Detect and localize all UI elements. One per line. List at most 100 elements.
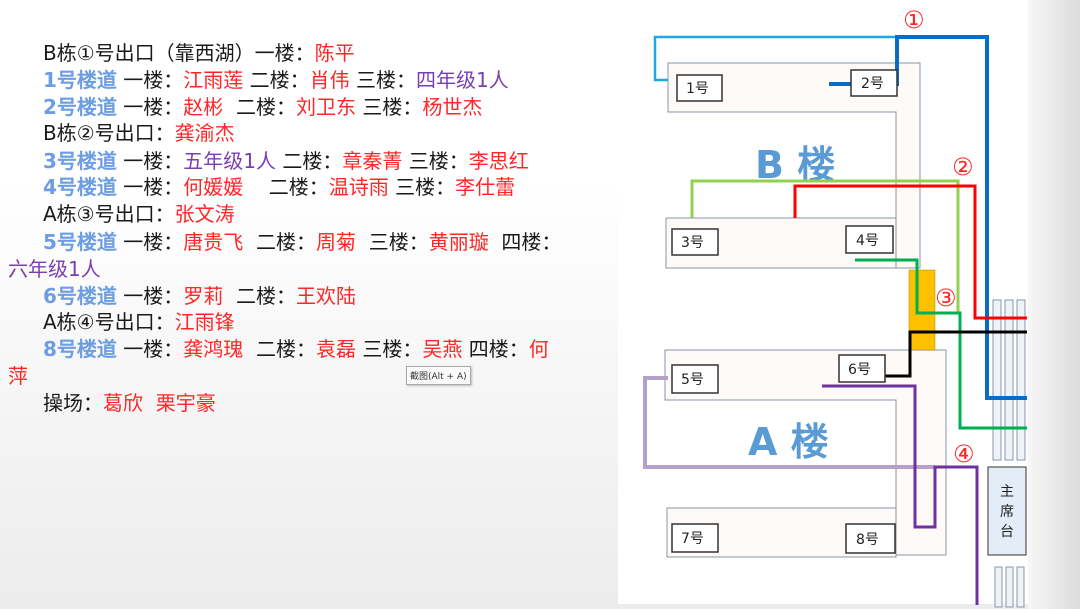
stair-2-label: 2号 xyxy=(861,76,884,92)
stair-boxes: 1号 2号 3号 4号 5号 6号 7号 8号 xyxy=(671,69,898,554)
exit-3-marker: ③ xyxy=(935,284,957,312)
text-segment: 葛欣 xyxy=(103,391,143,415)
slide-edge xyxy=(1028,0,1080,609)
stair-3-label: 3号 xyxy=(681,235,704,251)
text-segment: 三楼： xyxy=(388,175,456,199)
text-segment: 1号楼道 xyxy=(43,68,117,92)
exit-1-marker: ① xyxy=(903,6,925,34)
text-segment: B栋②号出口： xyxy=(43,121,175,145)
text-line: 6号楼道 一楼：罗莉 二楼：王欢陆 xyxy=(43,283,356,309)
text-segment: 二楼： xyxy=(276,149,343,173)
text-segment: 一楼： xyxy=(116,149,184,173)
stair-4-label: 4号 xyxy=(856,233,879,249)
text-segment: 章秦菁 xyxy=(342,149,403,173)
text-line: 操场：葛欣 栗宇豪 xyxy=(43,390,216,416)
text-segment: 操场： xyxy=(43,391,103,415)
text-segment: A栋④号出口： xyxy=(43,310,175,334)
text-line: 萍 xyxy=(8,363,28,389)
stair-7-label: 7号 xyxy=(681,531,704,547)
route-2-stair3 xyxy=(690,179,960,313)
text-segment: 唐贵飞 xyxy=(183,230,244,254)
text-segment: 二楼： xyxy=(243,175,329,199)
text-segment: 5号楼道 xyxy=(43,230,117,254)
text-segment: B栋①号出口（靠西湖）一楼： xyxy=(43,41,315,65)
text-segment: 江雨锋 xyxy=(174,310,235,334)
text-segment: 一楼： xyxy=(116,68,184,92)
route-3-stair4 xyxy=(855,258,1027,430)
route-4-stair8 xyxy=(822,384,979,605)
text-line: 六年级1人 xyxy=(8,256,101,282)
exit-2-marker: ② xyxy=(952,153,974,181)
text-line: 8号楼道 一楼：龚鸿瑰 二楼：袁磊 三楼：吴燕 四楼：何 xyxy=(43,336,549,362)
text-segment: 4号楼道 xyxy=(43,175,117,199)
corridor xyxy=(908,269,936,351)
text-segment: 吴燕 xyxy=(422,337,463,361)
text-line: A栋③号出口：张文涛 xyxy=(43,201,235,227)
text-segment: 何媛媛 xyxy=(183,175,244,199)
text-segment: 6号楼道 xyxy=(43,284,117,308)
text-segment: 刘卫东 xyxy=(296,95,356,119)
rostrum-label: 席 xyxy=(1000,504,1014,520)
text-segment: 肖伟 xyxy=(309,68,350,92)
text-segment: 江雨莲 xyxy=(183,68,244,92)
text-segment: 袁磊 xyxy=(316,337,356,361)
text-segment: 3号楼道 xyxy=(43,149,117,173)
text-line: 4号楼道 一楼：何媛媛 二楼：温诗雨 三楼：李仕蕾 xyxy=(43,174,515,200)
text-segment: 五年级1人 xyxy=(183,149,277,173)
text-segment: 二楼： xyxy=(223,284,296,308)
route-4-stair5 xyxy=(643,376,935,469)
route-3-stair6 xyxy=(885,330,1027,378)
rostrum-label: 台 xyxy=(1000,524,1014,540)
text-segment: 三楼： xyxy=(356,95,423,119)
route-1-stair1 xyxy=(653,35,920,82)
text-segment: 二楼： xyxy=(243,68,310,92)
text-line: B栋①号出口（靠西湖）一楼：陈平 xyxy=(43,40,355,66)
text-line: 2号楼道 一楼：赵彬 二楼：刘卫东 三楼：杨世杰 xyxy=(43,94,482,120)
rostrum xyxy=(987,466,1027,556)
exit-4-marker: ④ xyxy=(953,440,975,468)
text-line: A栋④号出口：江雨锋 xyxy=(43,309,235,335)
text-segment: 陈平 xyxy=(314,41,355,65)
stands xyxy=(992,299,1026,608)
text-segment: A栋③号出口： xyxy=(43,202,175,226)
text-segment: 二楼： xyxy=(223,95,296,119)
text-segment: 一楼： xyxy=(116,175,184,199)
text-segment: 黄丽璇 xyxy=(428,230,489,254)
text-segment: 一楼： xyxy=(116,95,184,119)
building-a-label: A 楼 xyxy=(748,420,829,464)
text-segment: 六年级1人 xyxy=(8,257,101,281)
text-segment: 三楼： xyxy=(349,68,416,92)
text-segment: 三楼： xyxy=(356,337,423,361)
text-segment: 龚渝杰 xyxy=(174,121,235,145)
text-segment: 8号楼道 xyxy=(43,337,117,361)
text-segment: 萍 xyxy=(8,364,28,388)
text-segment: 罗莉 xyxy=(183,284,224,308)
text-line: B栋②号出口：龚渝杰 xyxy=(43,120,235,146)
text-segment: 温诗雨 xyxy=(328,175,389,199)
text-segment: 龚鸿瑰 xyxy=(183,337,244,361)
text-segment: 二楼： xyxy=(243,230,316,254)
stair-1-label: 1号 xyxy=(686,81,709,97)
text-segment: 王欢陆 xyxy=(296,284,356,308)
text-segment: 一楼： xyxy=(116,230,184,254)
text-segment: 杨世杰 xyxy=(422,95,483,119)
route-2-stair4 xyxy=(793,184,1027,320)
text-segment: 四楼： xyxy=(488,230,562,254)
stair-6-label: 6号 xyxy=(848,362,871,378)
text-segment: 四年级1人 xyxy=(416,68,509,92)
text-segment: 李仕蕾 xyxy=(455,175,516,199)
rostrum-label: 主 xyxy=(1000,484,1014,500)
text-line: 1号楼道 一楼：江雨莲 二楼：肖伟 三楼：四年级1人 xyxy=(43,67,509,93)
screenshot-tooltip: 截图(Alt + A) xyxy=(406,366,471,385)
text-segment: 何 xyxy=(528,337,549,361)
text-line: 5号楼道 一楼：唐贵飞 二楼：周菊 三楼：黄丽璇 四楼： xyxy=(43,229,561,255)
stair-8-label: 8号 xyxy=(856,532,879,548)
text-segment: 栗宇豪 xyxy=(143,391,216,415)
text-line: 3号楼道 一楼：五年级1人 二楼：章秦菁 三楼：李思红 xyxy=(43,148,529,174)
text-segment: 三楼： xyxy=(356,230,429,254)
stair-5-label: 5号 xyxy=(681,372,704,388)
text-segment: 2号楼道 xyxy=(43,95,117,119)
text-segment: 二楼： xyxy=(243,337,316,361)
text-segment: 周菊 xyxy=(316,230,356,254)
